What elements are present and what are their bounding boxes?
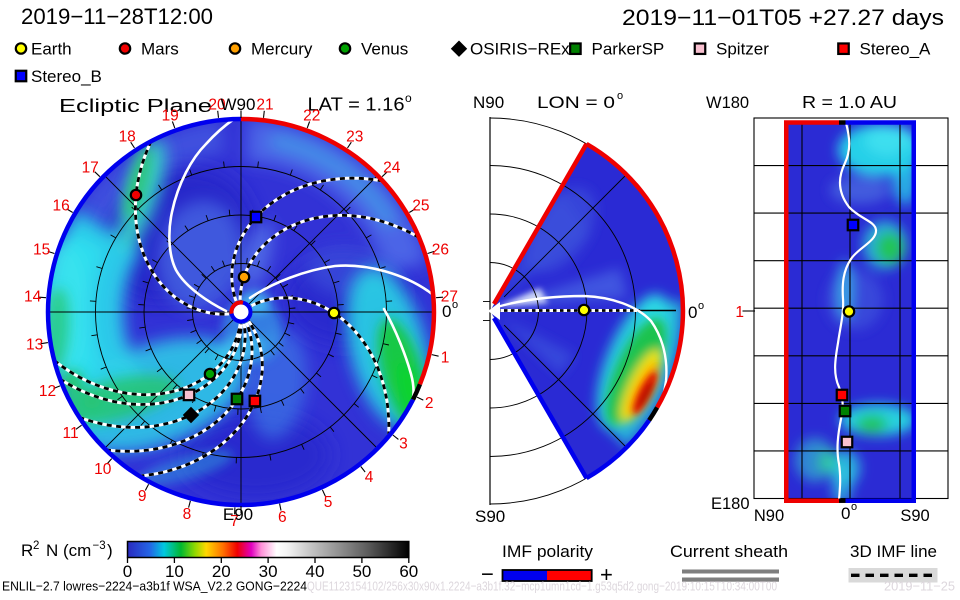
svg-text:20: 20 [208,96,226,113]
svg-text:18: 18 [119,129,136,146]
svg-text:40: 40 [306,562,325,581]
svg-text:5: 5 [324,494,333,511]
svg-text:Mercury: Mercury [251,39,313,58]
svg-text:19: 19 [162,107,179,124]
svg-text:Spitzer: Spitzer [716,40,769,59]
svg-text:IMF polarity: IMF polarity [502,543,594,561]
svg-text:QUE1123154102/256x30x90x1.2224: QUE1123154102/256x30x90x1.2224−a3b1f.32−… [307,579,777,594]
svg-text:15: 15 [33,242,50,259]
svg-text:0: 0 [841,504,850,523]
svg-text:LON = 0: LON = 0 [537,93,615,112]
svg-text:Ecliptic Plane: Ecliptic Plane [59,96,212,116]
svg-text:Mars: Mars [141,39,179,58]
svg-text:W180: W180 [706,94,749,112]
svg-text:8: 8 [183,506,192,523]
svg-text:14: 14 [24,289,42,306]
svg-text:1: 1 [735,304,744,321]
svg-text:7: 7 [230,513,239,530]
svg-text:Venus: Venus [361,39,408,58]
svg-text:12: 12 [39,383,56,400]
svg-text:3D IMF line: 3D IMF line [850,543,937,561]
svg-text:Current sheath: Current sheath [670,543,788,561]
svg-text:30: 30 [259,562,278,581]
svg-text:2: 2 [425,395,434,412]
svg-text:2019−11−25: 2019−11−25 [884,579,955,594]
svg-text:60: 60 [399,562,418,581]
svg-text:27: 27 [441,289,458,306]
svg-text:Stereo_B: Stereo_B [31,67,102,86]
svg-text:22: 22 [303,107,320,124]
svg-text:3: 3 [399,436,408,453]
svg-text:o: o [452,299,458,311]
svg-text:S90: S90 [900,507,929,525]
svg-text:0: 0 [688,303,697,322]
svg-text:R: R [21,541,33,560]
svg-text:6: 6 [278,509,287,526]
svg-text:ParkerSP: ParkerSP [592,40,665,59]
svg-text:W90: W90 [221,95,256,114]
svg-text:o: o [698,300,704,312]
svg-text:10: 10 [165,562,184,581]
svg-text:2019−11−28T12:00: 2019−11−28T12:00 [21,4,213,29]
svg-text:1: 1 [441,350,450,367]
svg-text:25: 25 [412,198,429,215]
svg-text:o: o [851,501,857,513]
svg-text:E90: E90 [223,505,253,524]
svg-text:−3: −3 [93,540,106,552]
svg-text:−: − [481,562,494,587]
svg-text:o: o [617,90,623,102]
svg-text:0: 0 [442,302,451,321]
svg-text:0: 0 [123,562,132,581]
svg-text:10: 10 [94,461,112,478]
svg-text:24: 24 [383,159,401,176]
svg-text:26: 26 [432,242,449,259]
svg-text:20: 20 [212,562,231,581]
svg-text:o: o [405,91,412,105]
svg-text:Stereo_A: Stereo_A [860,40,932,59]
svg-text:4: 4 [365,469,374,486]
svg-text:9: 9 [138,488,147,505]
svg-text:2: 2 [33,540,39,552]
svg-text:Earth: Earth [31,39,72,58]
svg-text:LAT = 1.16: LAT = 1.16 [308,95,405,115]
svg-text:11: 11 [63,425,79,442]
svg-text:16: 16 [52,198,69,215]
svg-text:E180: E180 [711,495,750,513]
svg-text:50: 50 [352,562,371,581]
svg-text:17: 17 [82,159,99,176]
svg-text:13: 13 [26,337,43,354]
svg-text:23: 23 [346,129,363,146]
svg-text:2019−11−01T05 +27.27 days: 2019−11−01T05 +27.27 days [622,5,944,30]
svg-text:N (cm: N (cm [46,541,91,560]
svg-text:N90: N90 [754,507,784,525]
svg-text:OSIRIS−REx: OSIRIS−REx [470,40,570,59]
svg-text:S90: S90 [475,507,505,526]
svg-text:R = 1.0 AU: R = 1.0 AU [802,92,897,112]
svg-text:N90: N90 [473,93,504,112]
svg-text:): ) [107,541,113,560]
svg-text:+: + [600,562,613,587]
svg-text:21: 21 [256,96,273,113]
svg-text:ENLIL−2.7 lowres−2224−a3b1f WS: ENLIL−2.7 lowres−2224−a3b1f WSA_V2.2 GON… [2,579,307,594]
